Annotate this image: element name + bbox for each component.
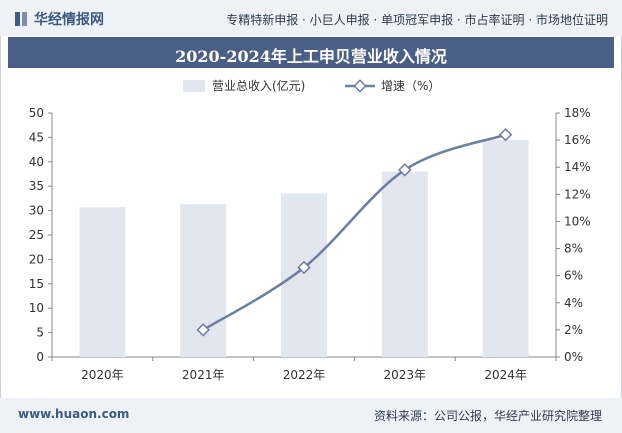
logo[interactable]: 华经情报网	[14, 9, 104, 29]
service-links[interactable]: 专精特新申报 · 小巨人申报 · 单项冠军申报 · 市占率证明 · 市场地位证明	[226, 13, 608, 27]
y-right-tick-label: 16%	[564, 133, 591, 147]
y-left-tick-label: 45	[29, 130, 44, 144]
footer-bar: www.huaon.com 资料来源：公司公报，华经产业研究院整理	[0, 398, 622, 433]
title-bar: 2020-2024年上工申贝营业收入情况	[8, 37, 614, 68]
y-left-tick-label: 30	[29, 204, 44, 218]
y-right-tick-label: 8%	[564, 242, 583, 256]
y-left-tick-label: 15	[29, 277, 44, 291]
growth-point	[498, 127, 513, 142]
legend-bar-label: 营业总收入(亿元)	[212, 78, 305, 93]
logo-icon	[15, 12, 27, 26]
y-left-tick-label: 5	[36, 326, 44, 340]
y-left-tick-label: 20	[29, 252, 44, 266]
bar	[381, 171, 428, 357]
x-tick-label: 2023年	[384, 368, 427, 382]
x-tick-label: 2022年	[283, 368, 326, 382]
y-right-tick-label: 10%	[564, 214, 591, 228]
y-left-tick-label: 50	[29, 106, 44, 120]
y-right-tick-label: 0%	[564, 350, 583, 364]
y-right-tick-label: 6%	[564, 269, 583, 283]
y-left-tick-label: 0	[36, 350, 44, 364]
x-tick-label: 2024年	[484, 368, 527, 382]
bar	[482, 139, 529, 357]
y-left-tick-label: 40	[29, 155, 44, 169]
y-left-tick-label: 35	[29, 179, 44, 193]
y-right-tick-label: 12%	[564, 187, 591, 201]
legend-bar-swatch	[183, 80, 205, 92]
source-note: 资料来源：公司公报，华经产业研究院整理	[373, 409, 602, 423]
growth-point	[398, 163, 412, 177]
legend-line-label: 增速（%）	[381, 79, 440, 93]
site-url[interactable]: www.huaon.com	[18, 407, 130, 421]
top-bar: 华经情报网 专精特新申报 · 小巨人申报 · 单项冠军申报 · 市占率证明 · …	[0, 0, 622, 36]
brand-name: 华经情报网	[34, 12, 104, 28]
growth-line	[202, 133, 507, 331]
y-left-tick-label: 25	[29, 228, 44, 242]
legend-line-marker	[353, 79, 367, 93]
bar	[281, 193, 327, 357]
chart-title: 2020-2024年上工申贝营业收入情况	[175, 47, 447, 66]
growth-point	[196, 323, 210, 337]
x-tick-label: 2021年	[182, 368, 225, 382]
y-right-tick-label: 4%	[564, 296, 583, 310]
y-right-tick-label: 2%	[564, 323, 583, 337]
bar	[79, 207, 126, 357]
growth-point	[297, 260, 311, 275]
y-left-tick-label: 10	[29, 301, 44, 315]
y-right-tick-label: 18%	[564, 106, 591, 120]
x-tick-label: 2020年	[81, 368, 124, 382]
y-right-tick-label: 14%	[564, 160, 591, 174]
